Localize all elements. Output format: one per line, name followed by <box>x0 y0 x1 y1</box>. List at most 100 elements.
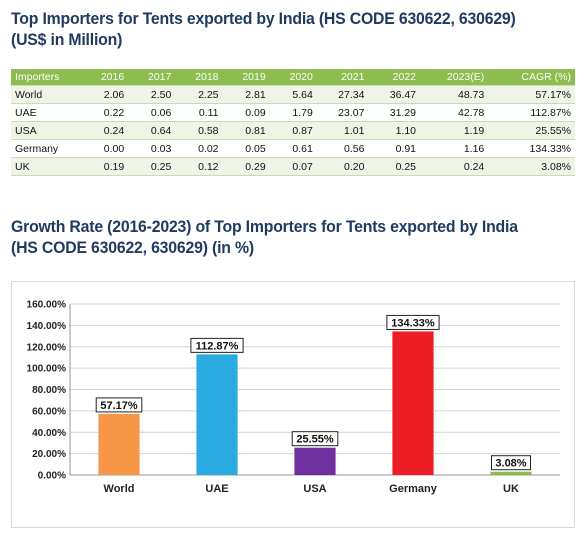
x-tick-label: USA <box>303 483 326 495</box>
bar <box>196 354 238 475</box>
table-cell: 0.25 <box>128 157 176 176</box>
table-cell: 25.55% <box>488 121 575 140</box>
bar <box>98 413 140 475</box>
table-cell: 0.24 <box>81 121 129 140</box>
table-cell: 57.17% <box>488 85 575 104</box>
table-title: Top Importers for Tents exported by Indi… <box>11 8 516 50</box>
data-label: 112.87% <box>196 340 239 352</box>
data-label-box <box>291 431 339 447</box>
bar <box>392 331 434 475</box>
table-cell: 2.25 <box>175 85 223 104</box>
table-cell: 27.34 <box>316 85 369 104</box>
chart-heading-line-2: (HS CODE 630622, 630629) (in %) <box>11 238 254 257</box>
table-cell: UAE <box>11 103 81 122</box>
table-cell: World <box>11 85 81 104</box>
table-cell: 0.20 <box>316 157 369 176</box>
x-tick-label: Germany <box>389 483 438 495</box>
growth-rate-bar-chart: 0.00% 20.00% 40.00% 60.00% 80.00% 100.00% 120.… <box>27 300 560 495</box>
table-cell: 112.87% <box>488 103 575 122</box>
y-tick-label: 100.00% <box>27 364 67 375</box>
data-label-box <box>190 337 244 353</box>
table-cell: 0.19 <box>81 157 129 176</box>
table-cell: 0.91 <box>368 139 421 158</box>
y-tick-label: 60.00% <box>32 406 66 417</box>
table-cell: 1.79 <box>269 103 317 122</box>
table-row: UK 0.19 0.25 0.12 0.29 0.07 0.20 0.25 0.… <box>11 157 575 176</box>
table-cell: 0.02 <box>175 139 223 158</box>
table-cell: 0.05 <box>222 139 270 158</box>
header-2019: 2019 <box>222 69 270 86</box>
table-cell: 0.87 <box>269 121 317 140</box>
table-cell: 0.09 <box>222 103 270 122</box>
table-header-row: Importers 2016 2017 2018 2019 2020 2021 … <box>11 69 575 86</box>
table-cell: 2.81 <box>222 85 270 104</box>
table-cell: 1.19 <box>420 121 489 140</box>
bar <box>490 471 532 475</box>
header-importers: Importers <box>11 69 81 86</box>
table-cell: 36.47 <box>368 85 421 104</box>
table-cell: 0.81 <box>222 121 270 140</box>
y-tick-label: 0.00% <box>38 471 66 482</box>
table-cell: 0.25 <box>368 157 421 176</box>
table-cell: 0.07 <box>269 157 317 176</box>
table-cell: 1.16 <box>420 139 489 158</box>
header-2018: 2018 <box>175 69 223 86</box>
table-cell: 0.03 <box>128 139 176 158</box>
data-label-box <box>491 455 531 471</box>
table-cell: 0.24 <box>420 157 489 176</box>
y-tick-label: 20.00% <box>32 449 66 460</box>
header-2021: 2021 <box>316 69 369 86</box>
chart-heading-line-1: Growth Rate (2016-2023) of Top Importers… <box>11 217 518 236</box>
table-row: Germany 0.00 0.03 0.02 0.05 0.61 0.56 0.… <box>11 139 575 158</box>
x-tick-label: UAE <box>205 483 228 495</box>
table-cell: 0.11 <box>175 103 223 122</box>
header-2023e: 2023(E) <box>420 69 489 86</box>
table-cell: Germany <box>11 139 81 158</box>
table-cell: 42.78 <box>420 103 489 122</box>
chart-area: 0.00% 20.00% 40.00% 60.00% 80.00% 100.00% 120.… <box>11 281 575 528</box>
x-tick-label: UK <box>503 483 519 495</box>
table-cell: 2.06 <box>81 85 129 104</box>
y-tick-label: 140.00% <box>27 321 67 332</box>
table-cell: 23.07 <box>316 103 369 122</box>
data-label-box <box>95 397 143 413</box>
header-2016: 2016 <box>81 69 129 86</box>
table-row: UAE 0.22 0.06 0.11 0.09 1.79 23.07 31.29… <box>11 103 575 122</box>
table-cell: 0.12 <box>175 157 223 176</box>
table-cell: 0.29 <box>222 157 270 176</box>
table-title-line-2: (US$ in Million) <box>11 30 123 49</box>
table-cell: 0.61 <box>269 139 317 158</box>
data-label: 57.17% <box>100 400 138 412</box>
table-cell: USA <box>11 121 81 140</box>
data-label: 3.08% <box>495 458 526 470</box>
header-2020: 2020 <box>269 69 317 86</box>
data-label-box <box>386 314 440 330</box>
header-cagr: CAGR (%) <box>488 69 575 86</box>
table-cell: 0.06 <box>128 103 176 122</box>
y-tick-label: 80.00% <box>32 385 66 396</box>
y-tick-label: 160.00% <box>27 300 67 311</box>
table-cell: 134.33% <box>488 139 575 158</box>
table-cell: 1.01 <box>316 121 369 140</box>
table-title-line-1: Top Importers for Tents exported by Indi… <box>11 9 516 28</box>
table-cell: 48.73 <box>420 85 489 104</box>
table-row: USA 0.24 0.64 0.58 0.81 0.87 1.01 1.10 1… <box>11 121 575 140</box>
table-cell: 0.56 <box>316 139 369 158</box>
data-label: 25.55% <box>296 434 334 446</box>
table-cell: 0.58 <box>175 121 223 140</box>
table-cell: 0.22 <box>81 103 129 122</box>
table-row: World 2.06 2.50 2.25 2.81 5.64 27.34 36.… <box>11 85 575 104</box>
table-cell: 2.50 <box>128 85 176 104</box>
table-cell: 3.08% <box>488 157 575 176</box>
header-2017: 2017 <box>128 69 176 86</box>
importers-table: Importers 2016 2017 2018 2019 2020 2021 … <box>11 69 575 176</box>
table-cell: 31.29 <box>368 103 421 122</box>
x-tick-label: World <box>104 483 135 495</box>
data-label: 134.33% <box>391 317 435 329</box>
table-cell: UK <box>11 157 81 176</box>
table-cell: 5.64 <box>269 85 317 104</box>
table-cell: 0.64 <box>128 121 176 140</box>
table-cell: 1.10 <box>368 121 421 140</box>
table-cell: 0.00 <box>81 139 129 158</box>
header-2022: 2022 <box>368 69 421 86</box>
